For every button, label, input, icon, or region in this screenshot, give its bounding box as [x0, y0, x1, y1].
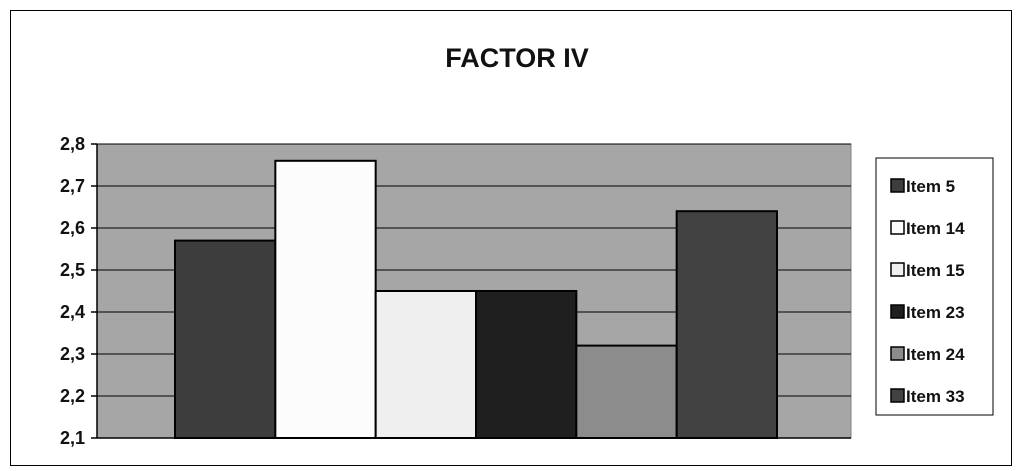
bar-item-15: [374, 290, 477, 439]
legend-label: Item 14: [906, 219, 965, 238]
legend-box: [875, 157, 994, 416]
y-tick-label: 2,4: [60, 302, 85, 322]
chart-title: FACTOR IV: [445, 43, 589, 73]
legend-label: Item 24: [906, 345, 965, 364]
legend-label: Item 5: [906, 177, 955, 196]
legend-swatch: [890, 220, 905, 235]
y-axis: 2,1 2,2 2,3 2,4 2,5 2,6 2,7 2,8: [60, 134, 851, 448]
legend-swatch: [890, 262, 905, 277]
y-tick-label: 2,5: [60, 260, 85, 280]
bar-item-24: [575, 344, 678, 440]
legend-swatch: [890, 388, 905, 403]
bar-item-5: [174, 239, 277, 439]
y-tick-label: 2,8: [60, 134, 85, 154]
y-tick-label: 2,2: [60, 386, 85, 406]
bar-chart: FACTOR IV 2,1 2,2 2,3 2,4 2,5 2,6 2,7 2,8 Item …: [60, 43, 994, 448]
y-tick-label: 2,6: [60, 218, 85, 238]
legend-label: Item 23: [906, 303, 965, 322]
bar-item-14: [274, 159, 377, 440]
y-tick-label: 2,3: [60, 344, 85, 364]
y-tick-label: 2,7: [60, 176, 85, 196]
bar-item-33: [675, 210, 779, 439]
legend: Item 5 Item 14 Item 15 Item 23 Item 24 Item 3…: [875, 157, 994, 416]
bars: [174, 159, 779, 440]
legend-swatch: [890, 178, 905, 193]
bar-item-23: [475, 290, 578, 439]
legend-label: Item 33: [906, 387, 965, 406]
chart-frame: FACTOR IV 2,1 2,2 2,3 2,4 2,5 2,6 2,7 2,8 Item …: [10, 10, 1012, 466]
legend-swatch: [890, 346, 905, 361]
y-tick-label: 2,1: [60, 428, 85, 448]
legend-swatch: [890, 304, 905, 319]
legend-label: Item 15: [906, 261, 965, 280]
